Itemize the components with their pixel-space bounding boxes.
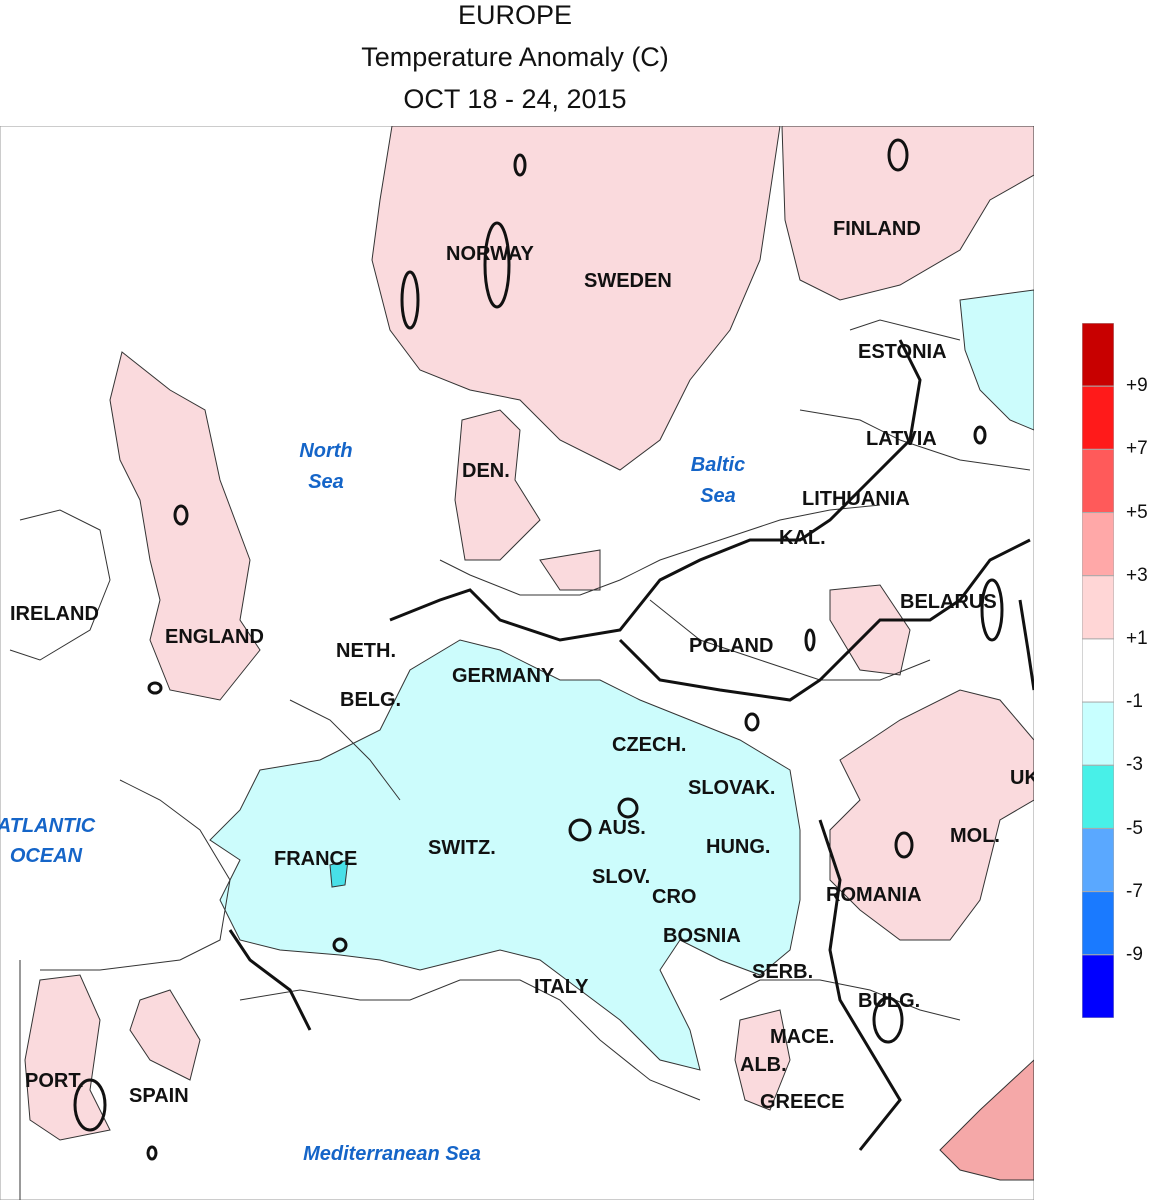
label-north-sea-line2: Sea bbox=[308, 471, 344, 493]
label-atlantic-line2: OCEAN bbox=[10, 845, 83, 867]
warm-area-iberia bbox=[24, 974, 111, 1141]
warm-area-turkey bbox=[939, 1059, 1034, 1181]
legend-label: -7 bbox=[1126, 880, 1143, 902]
legend-swatch bbox=[1082, 638, 1114, 703]
map-date-range: OCT 18 - 24, 2015 bbox=[403, 84, 627, 114]
label-atlantic-line1: ATLANTIC bbox=[0, 815, 96, 837]
map-title: EUROPE bbox=[457, 0, 573, 30]
warm-area-denmark bbox=[454, 409, 541, 561]
label-france: FRANCE bbox=[274, 848, 357, 870]
label-finland: FINLAND bbox=[833, 218, 921, 240]
label-baltic-sea-line2: Sea bbox=[700, 485, 736, 507]
label-latvia: LATVIA bbox=[866, 428, 937, 450]
legend-label: -1 bbox=[1126, 691, 1143, 713]
label-romania: ROMANIA bbox=[826, 884, 922, 906]
anomaly-map: NORWAY SWEDEN FINLAND ESTONIA LATVIA LIT… bbox=[0, 126, 1034, 1200]
color-legend bbox=[1082, 323, 1114, 1018]
label-bulgaria: BULG. bbox=[858, 990, 920, 1012]
label-north-sea-line1: North bbox=[299, 440, 352, 462]
label-switzerland: SWITZ. bbox=[428, 837, 496, 859]
label-italy: ITALY bbox=[534, 976, 589, 998]
legend-swatch bbox=[1082, 448, 1114, 514]
label-norway: NORWAY bbox=[446, 243, 534, 265]
legend-swatch bbox=[1082, 512, 1114, 577]
legend-label: +1 bbox=[1126, 627, 1148, 649]
legend-label: +7 bbox=[1126, 438, 1148, 460]
warm-area-finland bbox=[781, 126, 1034, 301]
label-kaliningrad: KAL. bbox=[779, 527, 826, 549]
zero-contours bbox=[73, 138, 1034, 1161]
legend-label: +9 bbox=[1126, 375, 1148, 397]
legend-swatch bbox=[1082, 575, 1114, 640]
label-belarus: BELARUS bbox=[900, 591, 997, 613]
country-labels: NORWAY SWEDEN FINLAND ESTONIA LATVIA LIT… bbox=[10, 218, 1034, 1113]
label-slovakia: SLOVAK. bbox=[688, 777, 775, 799]
label-estonia: ESTONIA bbox=[858, 341, 947, 363]
label-austria: AUS. bbox=[598, 817, 646, 839]
label-lithuania: LITHUANIA bbox=[802, 488, 910, 510]
warm-area-britain bbox=[109, 351, 261, 701]
legend-label: +3 bbox=[1126, 564, 1148, 586]
sea-labels: North Sea Baltic Sea ATLANTIC OCEAN Medi… bbox=[0, 440, 745, 1165]
label-slovenia: SLOV. bbox=[592, 866, 650, 888]
map-subtitle: Temperature Anomaly (C) bbox=[361, 42, 669, 72]
legend-swatch bbox=[1082, 891, 1114, 956]
label-macedonia: MACE. bbox=[770, 1026, 834, 1048]
label-netherlands: NETH. bbox=[336, 640, 396, 662]
legend-swatch bbox=[1082, 385, 1114, 450]
label-england: ENGLAND bbox=[165, 626, 264, 648]
label-serbia: SERB. bbox=[752, 961, 813, 983]
cool-area-france-spot bbox=[329, 859, 349, 888]
borders bbox=[9, 319, 1031, 1200]
label-czech: CZECH. bbox=[612, 734, 686, 756]
legend-label: -5 bbox=[1126, 817, 1143, 839]
label-spain: SPAIN bbox=[129, 1085, 189, 1107]
label-mediterranean: Mediterranean Sea bbox=[303, 1143, 481, 1165]
legend-label: -3 bbox=[1126, 754, 1143, 776]
warm-area-norway-sweden bbox=[371, 126, 781, 471]
label-sweden: SWEDEN bbox=[584, 270, 672, 292]
label-poland: POLAND bbox=[689, 635, 773, 657]
label-moldova: MOL. bbox=[950, 825, 1000, 847]
warm-area-sweden-south bbox=[539, 549, 601, 591]
label-albania: ALB. bbox=[740, 1054, 787, 1076]
legend-swatch bbox=[1082, 764, 1114, 829]
label-croatia: CRO bbox=[652, 886, 696, 908]
label-ukraine: UK bbox=[1010, 767, 1034, 789]
label-greece: GREECE bbox=[760, 1091, 844, 1113]
label-ireland: IRELAND bbox=[10, 603, 99, 625]
legend-swatch bbox=[1082, 323, 1114, 387]
warm-area-spain-east bbox=[129, 989, 201, 1081]
cool-area-baltic-east bbox=[959, 289, 1034, 431]
label-portugal: PORT. bbox=[25, 1070, 84, 1092]
legend-swatch bbox=[1082, 954, 1114, 1018]
label-hungary: HUNG. bbox=[706, 836, 770, 858]
legend-label: -9 bbox=[1126, 943, 1143, 965]
label-baltic-sea-line1: Baltic bbox=[691, 454, 745, 476]
legend-label: +5 bbox=[1126, 501, 1148, 523]
label-denmark: DEN. bbox=[462, 460, 510, 482]
label-germany: GERMANY bbox=[452, 665, 555, 687]
label-bosnia: BOSNIA bbox=[663, 925, 741, 947]
label-belgium: BELG. bbox=[340, 689, 401, 711]
warm-area-greece bbox=[734, 1009, 791, 1111]
legend-swatch bbox=[1082, 827, 1114, 893]
legend-swatch bbox=[1082, 701, 1114, 766]
